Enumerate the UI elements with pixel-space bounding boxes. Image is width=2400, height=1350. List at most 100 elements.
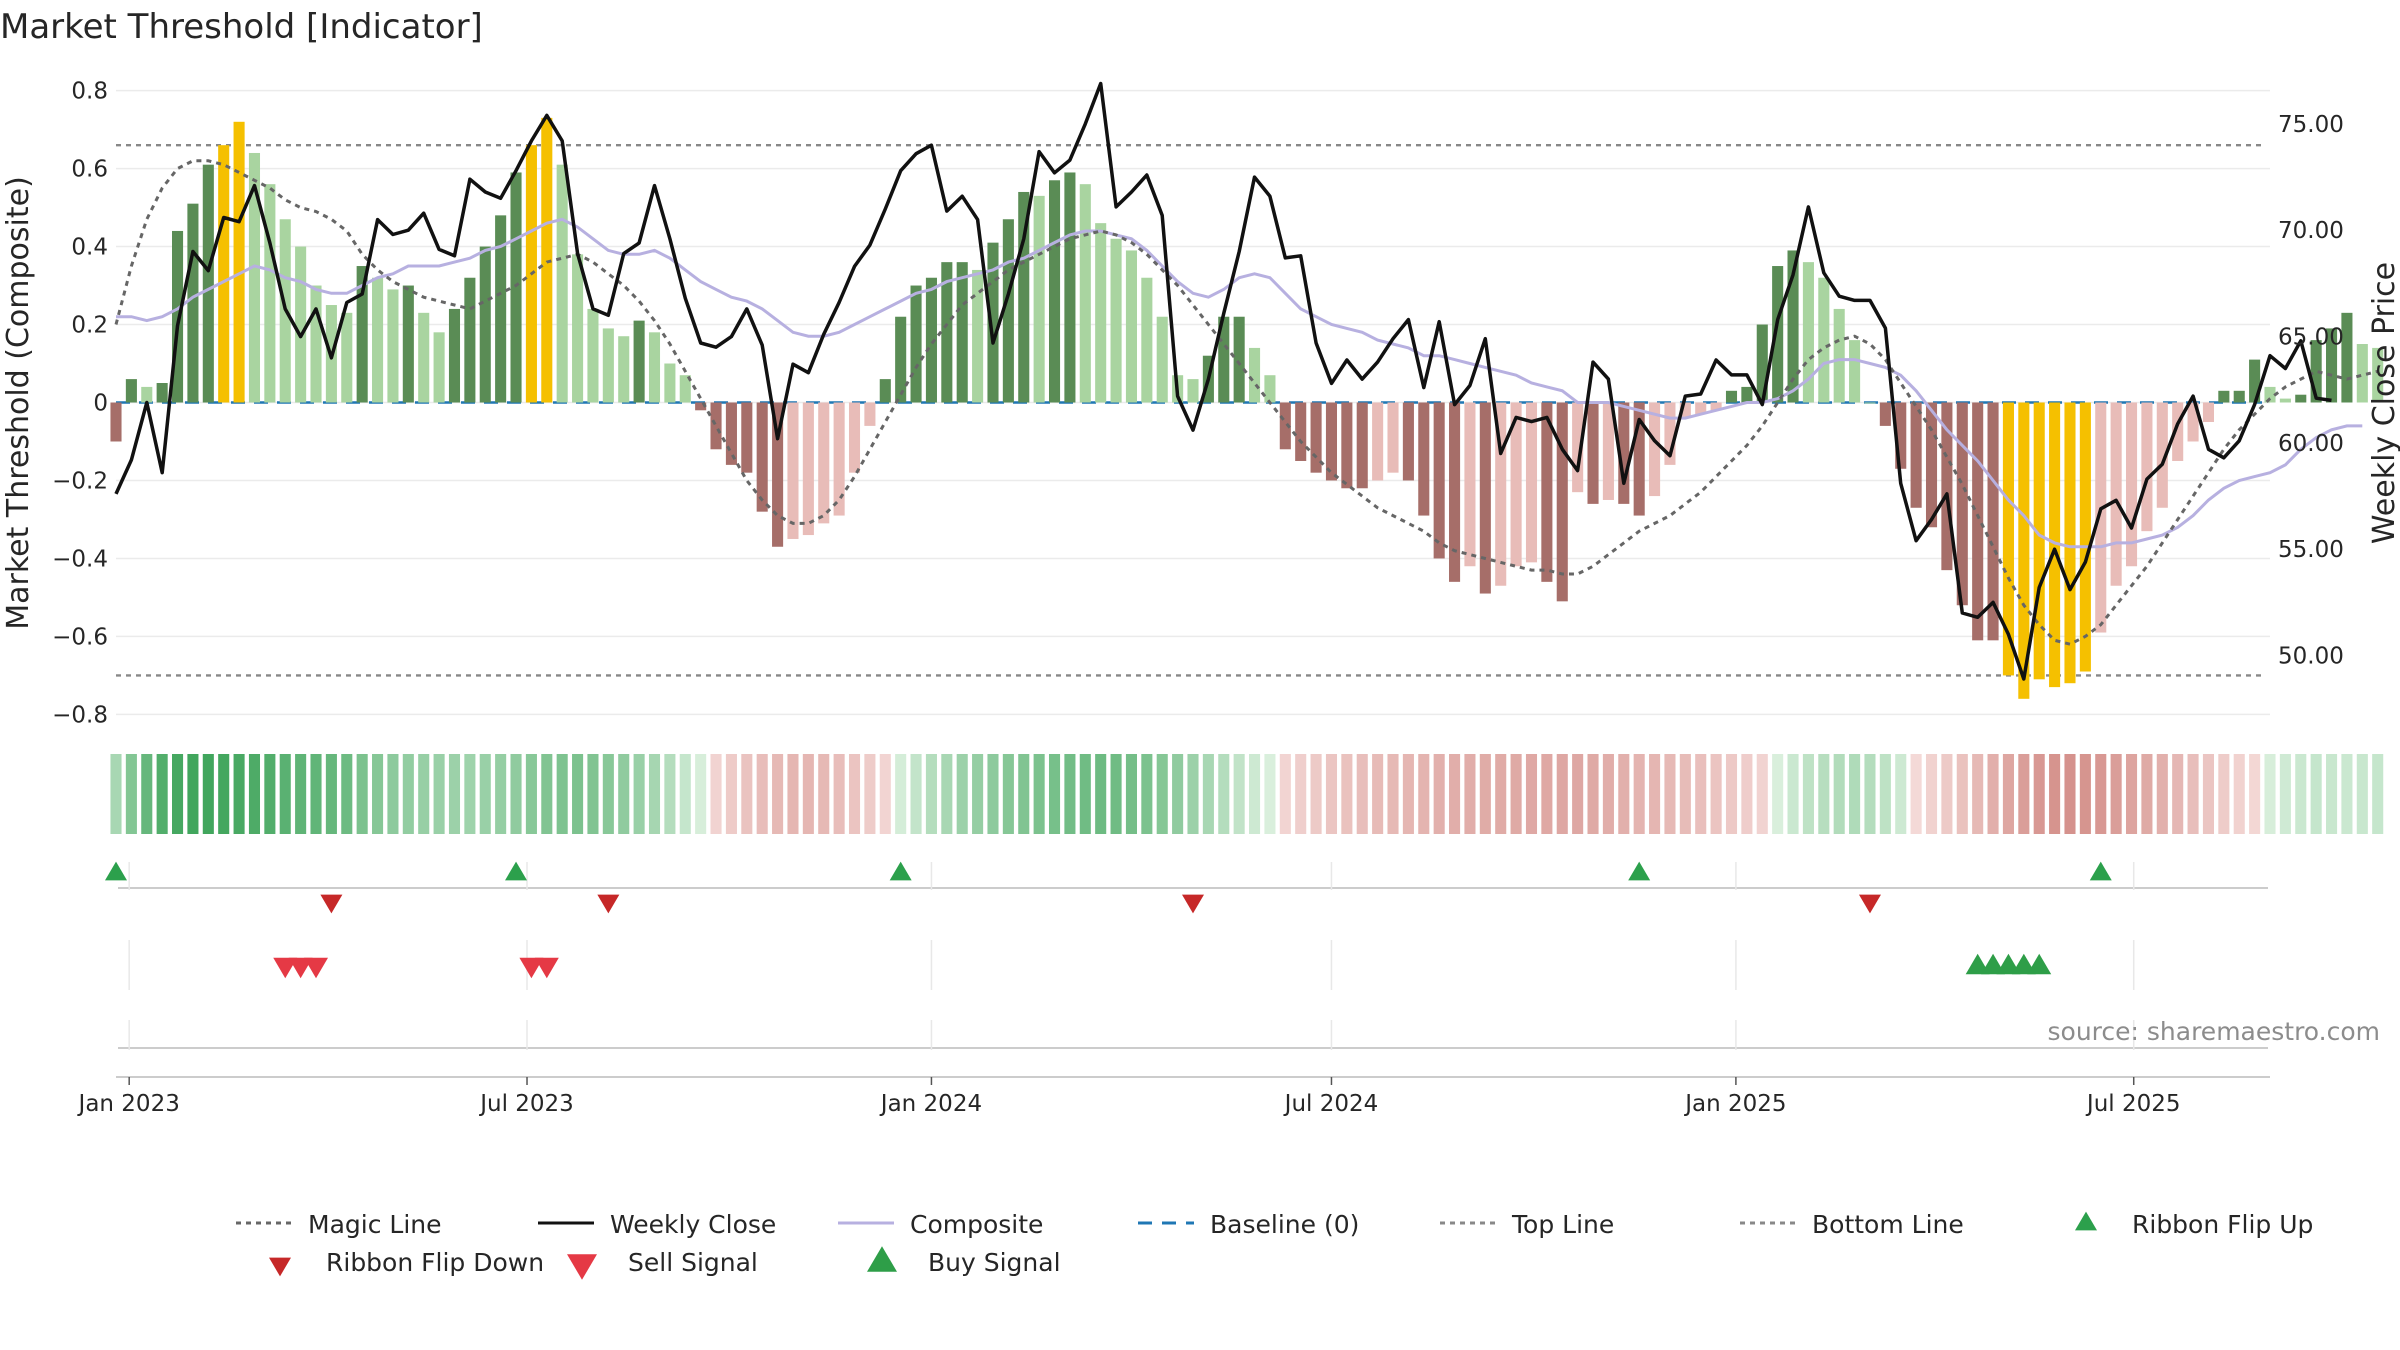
composite-bar (618, 336, 630, 403)
composite-bar (633, 320, 645, 403)
ribbon-cell (925, 754, 937, 834)
ribbon-flip-up-marker (1628, 861, 1651, 881)
ribbon-cell (1479, 754, 1491, 834)
ribbon-cell (1249, 754, 1261, 834)
ribbon-cell (295, 754, 307, 834)
composite-bar (602, 328, 614, 403)
composite-bar (248, 152, 261, 403)
composite-bar (787, 402, 799, 539)
ribbon-cell (2279, 754, 2291, 834)
composite-bar (2249, 359, 2261, 403)
composite-bar (1064, 172, 1076, 403)
composite-bar (172, 230, 184, 403)
right-y-tick-label: 75.00 (2278, 112, 2344, 138)
composite-bar (341, 312, 353, 403)
composite-bar (1079, 184, 1091, 403)
ribbon-cell (572, 754, 584, 834)
sell-signal-marker (304, 957, 329, 979)
ribbon-cell (679, 754, 691, 834)
ribbon-cell (433, 754, 445, 834)
composite-bar (1187, 379, 1199, 403)
composite-bar (1279, 402, 1291, 450)
composite-bar (218, 145, 230, 403)
ribbon-cell (1187, 754, 1199, 834)
ribbon-cell (1064, 754, 1076, 834)
ribbon-cell (2018, 754, 2030, 834)
ribbon-cell (372, 754, 384, 834)
ribbon-cell (264, 754, 276, 834)
ribbon-cell (525, 754, 537, 834)
composite-bar (1048, 180, 1061, 403)
composite-line (116, 217, 2363, 549)
ribbon-cell (510, 754, 522, 834)
ribbon-cell (2002, 754, 2014, 834)
left-y-tick-label: 0.2 (71, 313, 108, 339)
series-lines (114, 81, 2379, 681)
composite-bar (2172, 402, 2184, 461)
composite-bar (464, 277, 476, 403)
legend-marker (867, 1246, 897, 1272)
composite-bar (1833, 308, 1845, 403)
ribbon-cell (387, 754, 399, 834)
ribbon-cell (833, 754, 845, 834)
ribbon-cell (1756, 754, 1768, 834)
ribbon-cell (325, 754, 337, 834)
composite-bar (356, 266, 368, 403)
ribbon-cell (1079, 754, 1091, 834)
ribbon-cell (2049, 754, 2061, 834)
ribbon-cell (941, 754, 953, 834)
ribbon-cell (2356, 754, 2368, 834)
sell-signal-marker (273, 957, 298, 979)
ribbon-cell (1048, 754, 1061, 834)
composite-bar (1572, 402, 1584, 493)
ribbon-cell (2172, 754, 2184, 834)
left-y-tick-label: −0.6 (52, 624, 108, 650)
composite-bar (110, 402, 122, 442)
left-y-tick-label: −0.4 (52, 546, 108, 572)
ribbon-cell (1556, 754, 1568, 834)
composite-bar (1125, 250, 1137, 403)
weekly-close-line (114, 81, 2332, 681)
ribbon-cell (2218, 754, 2230, 834)
composite-bar (372, 277, 384, 403)
ribbon-cell (495, 754, 507, 834)
composite-bar (1541, 402, 1553, 582)
ribbon-flip-up-marker (889, 861, 912, 881)
composite-bar (987, 242, 999, 403)
ribbon-cell (2187, 754, 2199, 834)
ribbon-cell (1649, 754, 1661, 834)
composite-bar (1725, 390, 1738, 403)
composite-bar (925, 277, 937, 403)
composite-bars (110, 117, 2384, 699)
composite-bar (433, 332, 445, 403)
ribbon-cell (633, 754, 645, 834)
composite-bar (972, 269, 984, 403)
composite-bar (895, 316, 907, 403)
composite-bar (1233, 316, 1245, 403)
ribbon-cell (1172, 754, 1184, 834)
ribbon-cell (1818, 754, 1830, 834)
ribbon-cell (1710, 754, 1722, 834)
ribbon-cell (879, 754, 891, 834)
composite-bar (956, 262, 968, 403)
left-y-tick-label: 0.8 (71, 79, 108, 105)
composite-bar (1602, 402, 1614, 500)
composite-bar (1310, 402, 1322, 473)
ribbon-cell (1787, 754, 1799, 834)
composite-bar (1295, 402, 1307, 461)
composite-bar (1556, 402, 1568, 602)
composite-bar (1910, 402, 1922, 508)
composite-bar (387, 289, 399, 403)
ribbon-cell (787, 754, 799, 834)
composite-bar (1756, 324, 1768, 403)
ribbon-cell (1741, 754, 1753, 834)
ribbon-cell (1433, 754, 1445, 834)
ribbon-flip-down-marker (597, 894, 620, 914)
ribbon-cell (2110, 754, 2122, 834)
composite-bar (295, 246, 307, 403)
ribbon-cell (802, 754, 814, 834)
legend-label: Composite (910, 1210, 1043, 1239)
composite-bar (864, 402, 876, 426)
composite-bar (156, 383, 168, 403)
ribbon-cell (1018, 754, 1030, 834)
